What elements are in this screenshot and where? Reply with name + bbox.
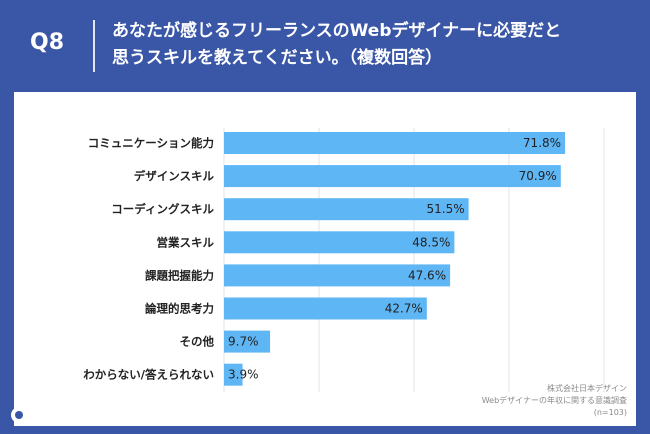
question-title-line1: あなたが感じるフリーランスのWebデザイナーに必要だと <box>112 21 562 41</box>
bar <box>224 363 243 386</box>
source-survey: Webデザイナーの年収に関する意識調査 <box>482 395 627 405</box>
logo: リサピー <box>11 407 84 426</box>
category-label: その他 <box>180 335 215 349</box>
category-label: コーディングスキル <box>111 202 214 216</box>
bar <box>224 330 271 353</box>
question-title-line2: 思うスキルを教えてください。（複数回答） <box>112 48 443 68</box>
risapi-logo-icon <box>11 407 28 426</box>
question-number: Q8 <box>30 30 65 55</box>
value-label: 42.7% <box>385 302 423 316</box>
category-label: わからない/答えられない <box>83 368 214 382</box>
header-divider <box>93 20 95 72</box>
bar-chart: コミュニケーション能力 71.8% デザインスキル 70.9% コーディングスキル 51.… <box>83 128 627 417</box>
source-company: 株式会社日本デザイン <box>547 383 627 393</box>
bars-group: コミュニケーション能力 71.8% デザインスキル 70.9% コーディングスキル 51.… <box>83 132 566 386</box>
logo-text: リサピー <box>32 409 84 424</box>
bar <box>224 132 566 154</box>
bar <box>224 165 561 188</box>
value-label: 48.5% <box>412 235 450 249</box>
question-title: あなたが感じるフリーランスのWebデザイナーに必要だと 思うスキルを教えてくださ… <box>112 18 632 72</box>
category-label: 課題把握能力 <box>145 268 214 282</box>
bar <box>224 264 451 287</box>
value-label: 70.9% <box>519 169 557 183</box>
bar <box>224 198 469 221</box>
bar <box>224 297 427 320</box>
value-label: 3.9% <box>228 368 259 382</box>
value-label: 47.6% <box>408 268 446 282</box>
category-label: 論理的思考力 <box>145 302 214 316</box>
value-label: 9.7% <box>228 335 259 349</box>
value-label: 71.8% <box>523 136 561 150</box>
bar <box>224 231 455 254</box>
category-label: コミュニケーション能力 <box>88 136 214 150</box>
category-label: 営業スキル <box>157 235 215 249</box>
source-sample-size: (n=103) <box>594 408 627 417</box>
category-label: デザインスキル <box>134 169 215 183</box>
value-label: 51.5% <box>427 202 465 216</box>
question-header: Q8 あなたが感じるフリーランスのWebデザイナーに必要だと 思うスキルを教えて… <box>0 0 650 92</box>
chart-card: コミュニケーション能力 71.8% デザインスキル 70.9% コーディングスキル 51.… <box>14 92 636 426</box>
